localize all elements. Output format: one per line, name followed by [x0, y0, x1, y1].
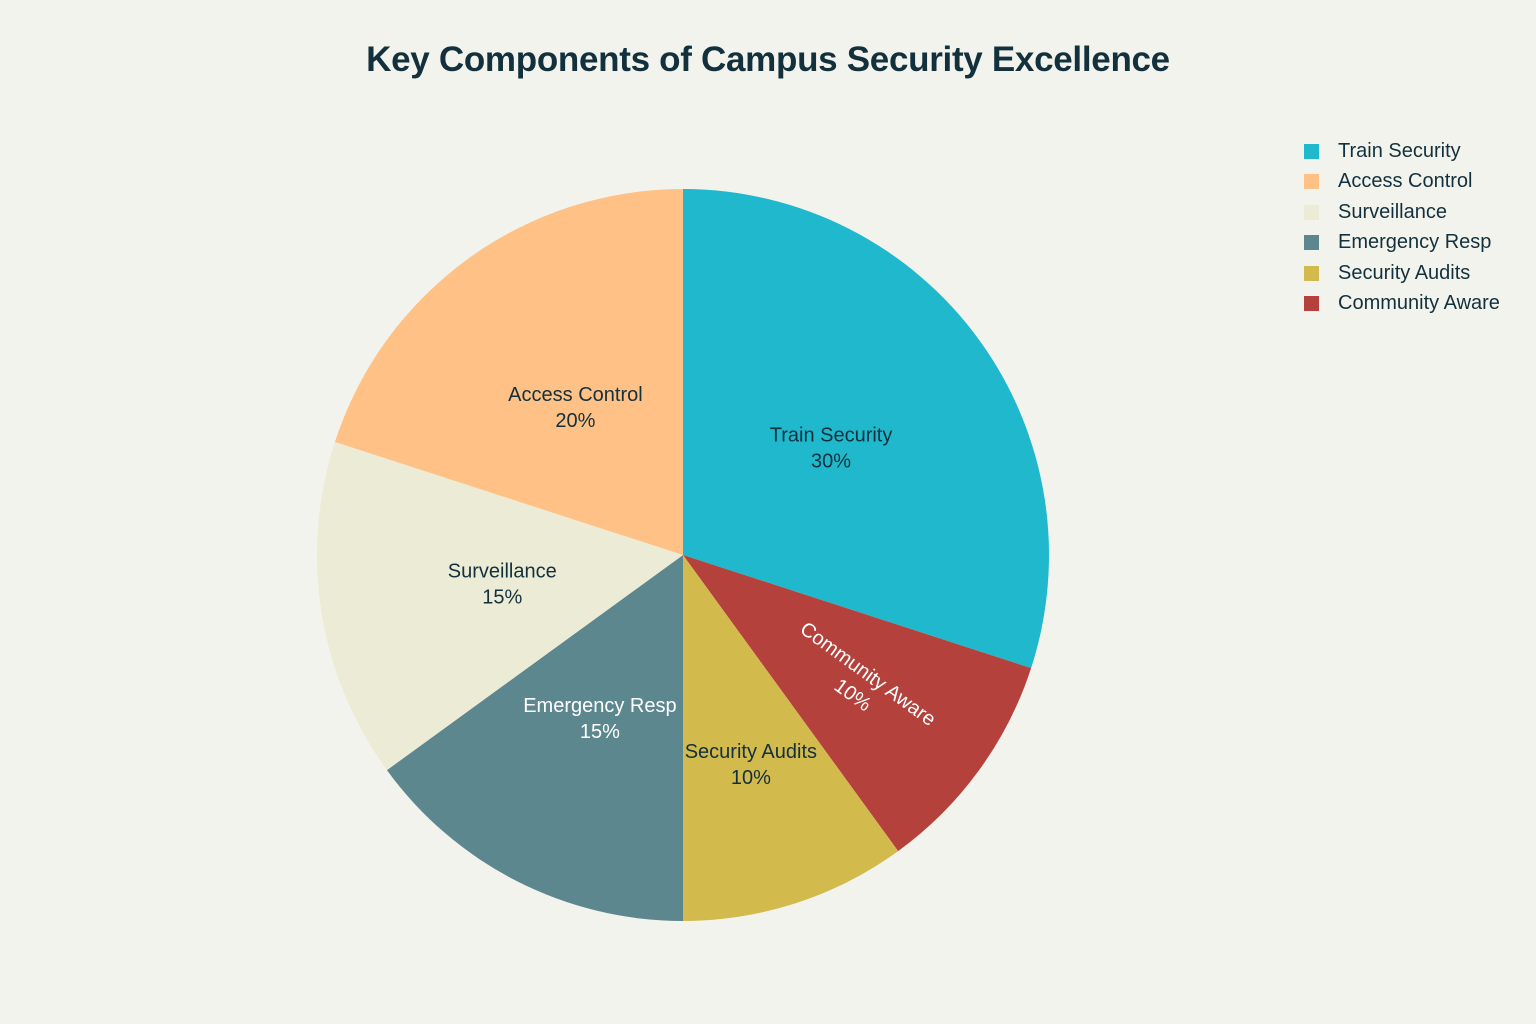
pie-slice-community-aware[interactable]: [683, 555, 1032, 852]
legend-swatch: [1304, 265, 1319, 281]
legend-item-train-security[interactable]: Train Security: [1304, 136, 1500, 167]
pie-slice-access-control[interactable]: [334, 189, 683, 555]
legend-item-emergency-resp[interactable]: Emergency Resp: [1304, 228, 1500, 259]
legend-item-community-aware[interactable]: Community Aware: [1304, 289, 1500, 320]
slice-label-name: Security Audits: [685, 741, 817, 763]
slice-label-name: Surveillance: [448, 561, 557, 583]
slice-label-access-control: Access Control 20%: [508, 384, 643, 432]
slice-label-value: 10%: [731, 767, 771, 789]
legend-swatch: [1304, 143, 1319, 159]
pie-slice-train-security[interactable]: [683, 189, 1049, 669]
slice-label-value: 20%: [555, 410, 595, 432]
legend-label: Security Audits: [1338, 261, 1471, 284]
legend-label: Community Aware: [1338, 292, 1500, 315]
slice-label-name: Access Control: [508, 384, 643, 406]
legend-item-surveillance[interactable]: Surveillance: [1304, 197, 1500, 228]
pie-slice-surveillance[interactable]: [317, 441, 683, 771]
legend-label: Surveillance: [1338, 200, 1447, 223]
slice-label-name: Emergency Resp: [523, 695, 676, 717]
slice-label-value: 15%: [482, 587, 522, 609]
slice-label-value: 30%: [811, 450, 851, 472]
legend-item-access-control[interactable]: Access Control: [1304, 167, 1500, 198]
legend-label: Access Control: [1338, 170, 1473, 193]
legend-item-security-audits[interactable]: Security Audits: [1304, 258, 1500, 289]
legend-swatch: [1304, 204, 1319, 220]
legend-swatch: [1304, 174, 1319, 190]
legend-label: Train Security: [1338, 139, 1461, 162]
slice-label-train-security: Train Security 30%: [770, 424, 893, 472]
slice-label-value: 15%: [580, 721, 620, 743]
legend-swatch: [1304, 296, 1319, 312]
legend: Train Security Access Control Surveillan…: [1304, 136, 1500, 319]
chart-title: Key Components of Campus Security Excell…: [366, 40, 1170, 79]
pie-slice-security-audits[interactable]: [683, 555, 899, 921]
slice-label-name: Train Security: [770, 424, 893, 446]
slice-label-emergency-resp: Emergency Resp 15%: [523, 695, 676, 743]
slice-label-surveillance: Surveillance 15%: [448, 561, 557, 609]
pie-slice-emergency-resp[interactable]: [386, 555, 683, 921]
legend-label: Emergency Resp: [1338, 231, 1492, 254]
slice-label-security-audits: Security Audits 10%: [685, 741, 817, 789]
legend-swatch: [1304, 235, 1319, 251]
